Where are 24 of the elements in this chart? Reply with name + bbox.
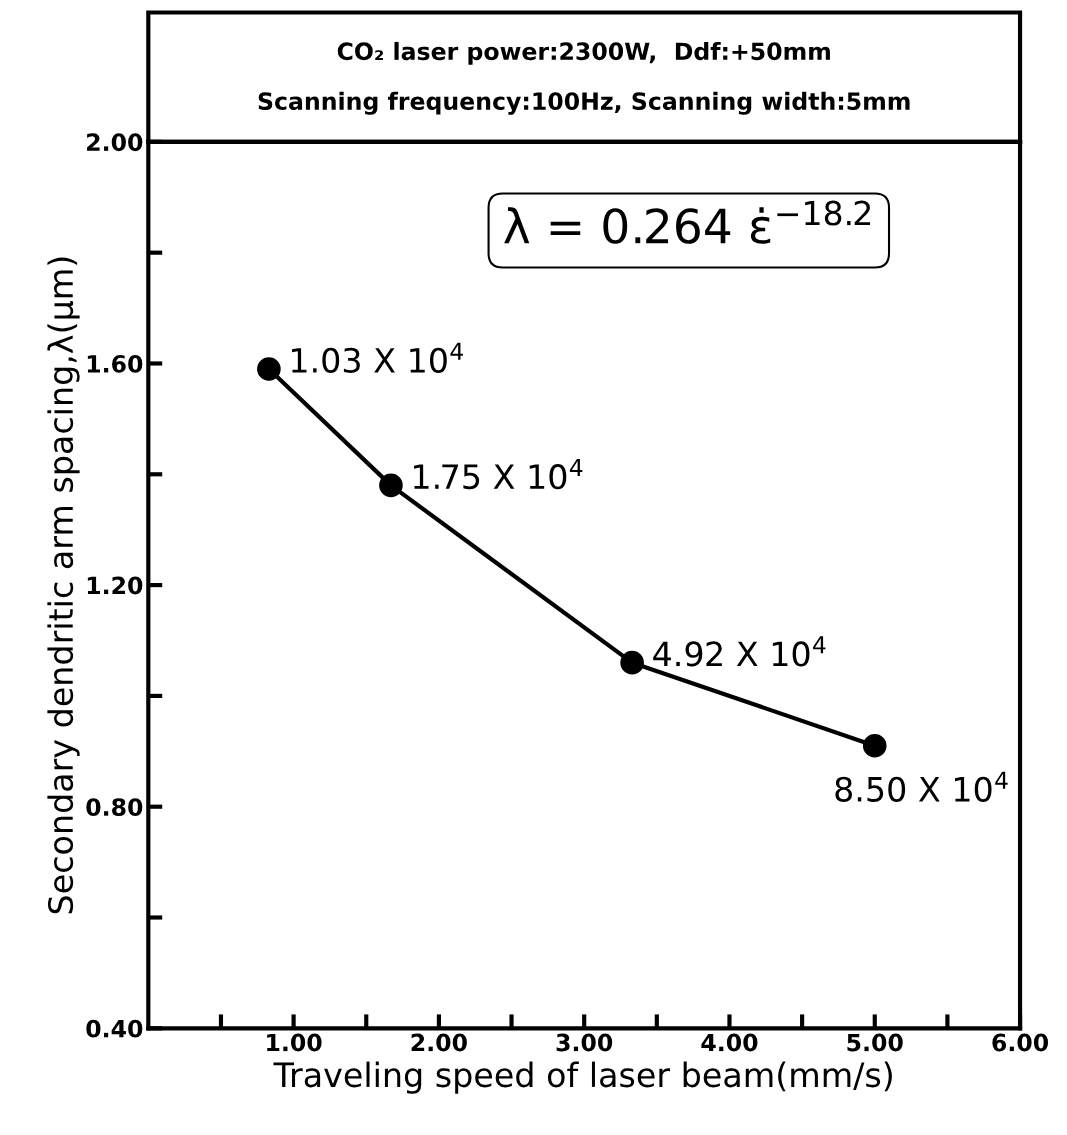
annotation: 8.50 X 10$^{4}$ [835, 771, 1008, 802]
y-tick-label: 2.00 [87, 133, 143, 152]
x-tick-label: 4.00 [701, 1033, 758, 1052]
chart-title: CO₂ laser power:2300W, Ddf:+50mm [337, 41, 830, 65]
annotation: λ = 0.264 ε̇$^{−18.2}$ [504, 200, 871, 244]
x-tick-label: 5.00 [847, 1033, 903, 1052]
x-tick-label: 3.00 [556, 1033, 613, 1052]
annotation: 4.92 X 10$^{4}$ [653, 636, 826, 667]
x-tick-label: 1.00 [267, 1033, 322, 1052]
point [620, 650, 644, 675]
y-tick-label: 1.60 [87, 354, 143, 373]
y-tick-label: 1.20 [87, 576, 143, 595]
point [379, 473, 403, 498]
x-tick-label: 2.00 [411, 1033, 467, 1052]
y-tick-label: 0.80 [86, 798, 143, 817]
chart-subtitle: Scanning frequency:100Hz, Scanning width:5mm [258, 91, 910, 115]
annotation: 1.03 X 10$^{4}$ [292, 342, 463, 373]
y-tick-label: 0.40 [86, 1019, 143, 1038]
x-tick-label: 6.00 [992, 1033, 1049, 1052]
point [257, 357, 281, 381]
annotation: 1.75 X 10$^{4}$ [414, 459, 583, 490]
point [862, 733, 887, 758]
y-axis-title: Secondary dendritic arm spacing,λ(μm) [47, 257, 80, 914]
x-axis-title: Traveling speed of laser beam(mm/s) [273, 1061, 892, 1094]
